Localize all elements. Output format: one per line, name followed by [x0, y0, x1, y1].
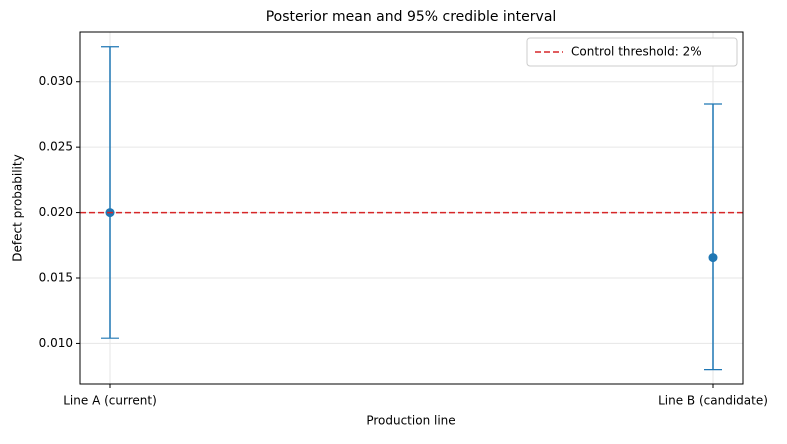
y-tick-label: 0.015 — [39, 271, 73, 285]
x-axis-label: Production line — [366, 414, 455, 428]
chart-title: Posterior mean and 95% credible interval — [266, 9, 557, 25]
y-tick-label: 0.010 — [39, 336, 73, 350]
mean-point — [708, 253, 718, 263]
legend-label: Control threshold: 2% — [571, 45, 702, 59]
x-tick-label: Line B (candidate) — [658, 394, 768, 408]
legend-box — [526, 37, 738, 67]
y-tick-label: 0.020 — [39, 205, 73, 219]
x-tick-label: Line A (current) — [63, 394, 157, 408]
y-tick-label: 0.025 — [39, 140, 73, 154]
plot-frame — [79, 31, 744, 385]
y-axis-label: Defect probability — [11, 154, 25, 261]
y-tick-label: 0.030 — [39, 74, 73, 88]
